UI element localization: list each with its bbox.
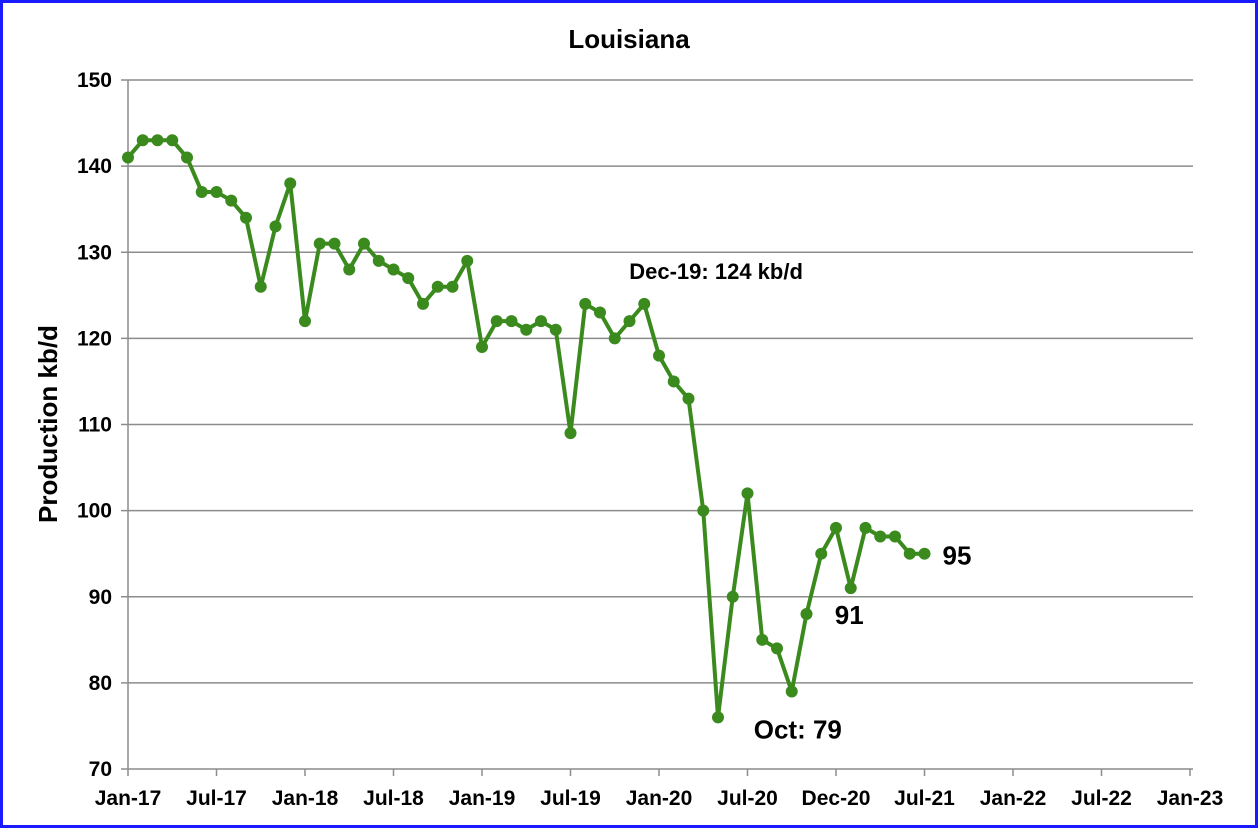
- data-point: [225, 194, 238, 207]
- data-point: [756, 633, 769, 646]
- data-point: [859, 521, 872, 534]
- data-point: [461, 254, 474, 267]
- data-point: [697, 504, 710, 517]
- data-point: [151, 134, 164, 147]
- y-axis-label: Production kb/d: [33, 325, 63, 523]
- data-point: [520, 323, 533, 336]
- data-point: [490, 315, 503, 328]
- data-point: [372, 254, 385, 267]
- y-tick-label: 80: [89, 672, 112, 695]
- data-point: [771, 642, 783, 655]
- data-point: [903, 547, 916, 560]
- data-point: [815, 547, 828, 560]
- y-tick-label: 140: [77, 155, 112, 178]
- data-point: [874, 530, 887, 543]
- y-tick-label: 100: [77, 500, 112, 523]
- data-point: [741, 487, 754, 500]
- data-point: [387, 263, 400, 276]
- data-point: [240, 211, 252, 224]
- data-point: [417, 297, 429, 310]
- chart-title: Louisiana: [568, 24, 690, 54]
- x-tick-label: Jul-20: [717, 787, 778, 810]
- x-tick-label: Dec-20: [802, 787, 871, 810]
- data-point: [682, 392, 695, 405]
- data-point: [564, 427, 577, 440]
- data-point: [608, 332, 621, 345]
- x-tick-label: Jan-22: [980, 787, 1047, 810]
- y-tick-label: 130: [77, 241, 112, 264]
- data-point: [918, 547, 931, 560]
- data-point: [505, 315, 518, 328]
- data-point: [653, 349, 665, 362]
- data-point: [623, 315, 636, 328]
- data-point: [800, 607, 813, 620]
- data-point: [402, 272, 415, 285]
- data-point: [299, 315, 311, 328]
- data-point: [254, 280, 267, 293]
- y-tick-label: 150: [77, 69, 112, 92]
- x-tick-label: Jul-19: [540, 787, 601, 810]
- series-line: [126, 138, 925, 720]
- data-point: [431, 280, 444, 293]
- x-tick-label: Jul-18: [363, 787, 424, 810]
- annotation-label: 95: [943, 541, 972, 571]
- data-point: [358, 237, 370, 250]
- data-point: [195, 185, 208, 198]
- annotation-label: Dec-19: 124 kb/d: [629, 259, 803, 284]
- data-point: [667, 375, 680, 388]
- data-point: [269, 220, 282, 233]
- data-point: [284, 177, 297, 190]
- data-point: [785, 685, 798, 698]
- annotation-label: Oct: 79: [754, 714, 842, 744]
- series-production: [122, 134, 931, 724]
- x-tick-label: Jan-20: [626, 787, 693, 810]
- data-point: [726, 590, 739, 603]
- data-point: [844, 582, 857, 595]
- y-tick-label: 110: [78, 414, 112, 437]
- gridlines: [128, 79, 1193, 684]
- x-tick-label: Jul-17: [186, 787, 247, 810]
- data-point: [594, 306, 606, 319]
- x-axis-ticks: Jan-17 Jul-17 Jan-18 Jul-18 Jan-19 Jul-19 Jan-…: [95, 787, 1224, 810]
- data-point: [166, 134, 179, 147]
- data-point: [830, 521, 842, 534]
- x-tick-label: Jul-21: [894, 787, 955, 810]
- data-point: [889, 530, 901, 543]
- data-point: [122, 151, 134, 164]
- y-axis-ticks: 70 80 90 100 110 120 130 140 150: [77, 69, 112, 781]
- annotation-label: 91: [835, 600, 864, 630]
- y-tick-label: 70: [89, 758, 112, 781]
- data-point: [476, 340, 488, 353]
- data-point: [446, 280, 459, 293]
- data-point: [535, 315, 547, 328]
- data-point: [181, 151, 193, 164]
- data-point: [549, 323, 562, 336]
- data-point: [638, 297, 651, 310]
- x-tick-label: Jan-19: [449, 787, 516, 810]
- annotations: Dec-19: 124 kb/d Oct: 79 91 95: [629, 259, 971, 745]
- data-point: [579, 297, 592, 310]
- data-point: [210, 185, 223, 198]
- axes: [121, 79, 1193, 776]
- data-point: [313, 237, 326, 250]
- y-tick-label: 120: [77, 327, 112, 350]
- data-point: [136, 134, 149, 147]
- x-tick-label: Jul-22: [1071, 787, 1132, 810]
- x-tick-label: Jan-18: [272, 787, 339, 810]
- x-tick-label: Jan-17: [95, 787, 162, 810]
- y-tick-label: 90: [89, 586, 112, 609]
- data-point: [712, 711, 724, 724]
- data-point: [328, 237, 341, 250]
- x-tick-label: Jan-23: [1157, 787, 1224, 810]
- data-point: [343, 263, 356, 276]
